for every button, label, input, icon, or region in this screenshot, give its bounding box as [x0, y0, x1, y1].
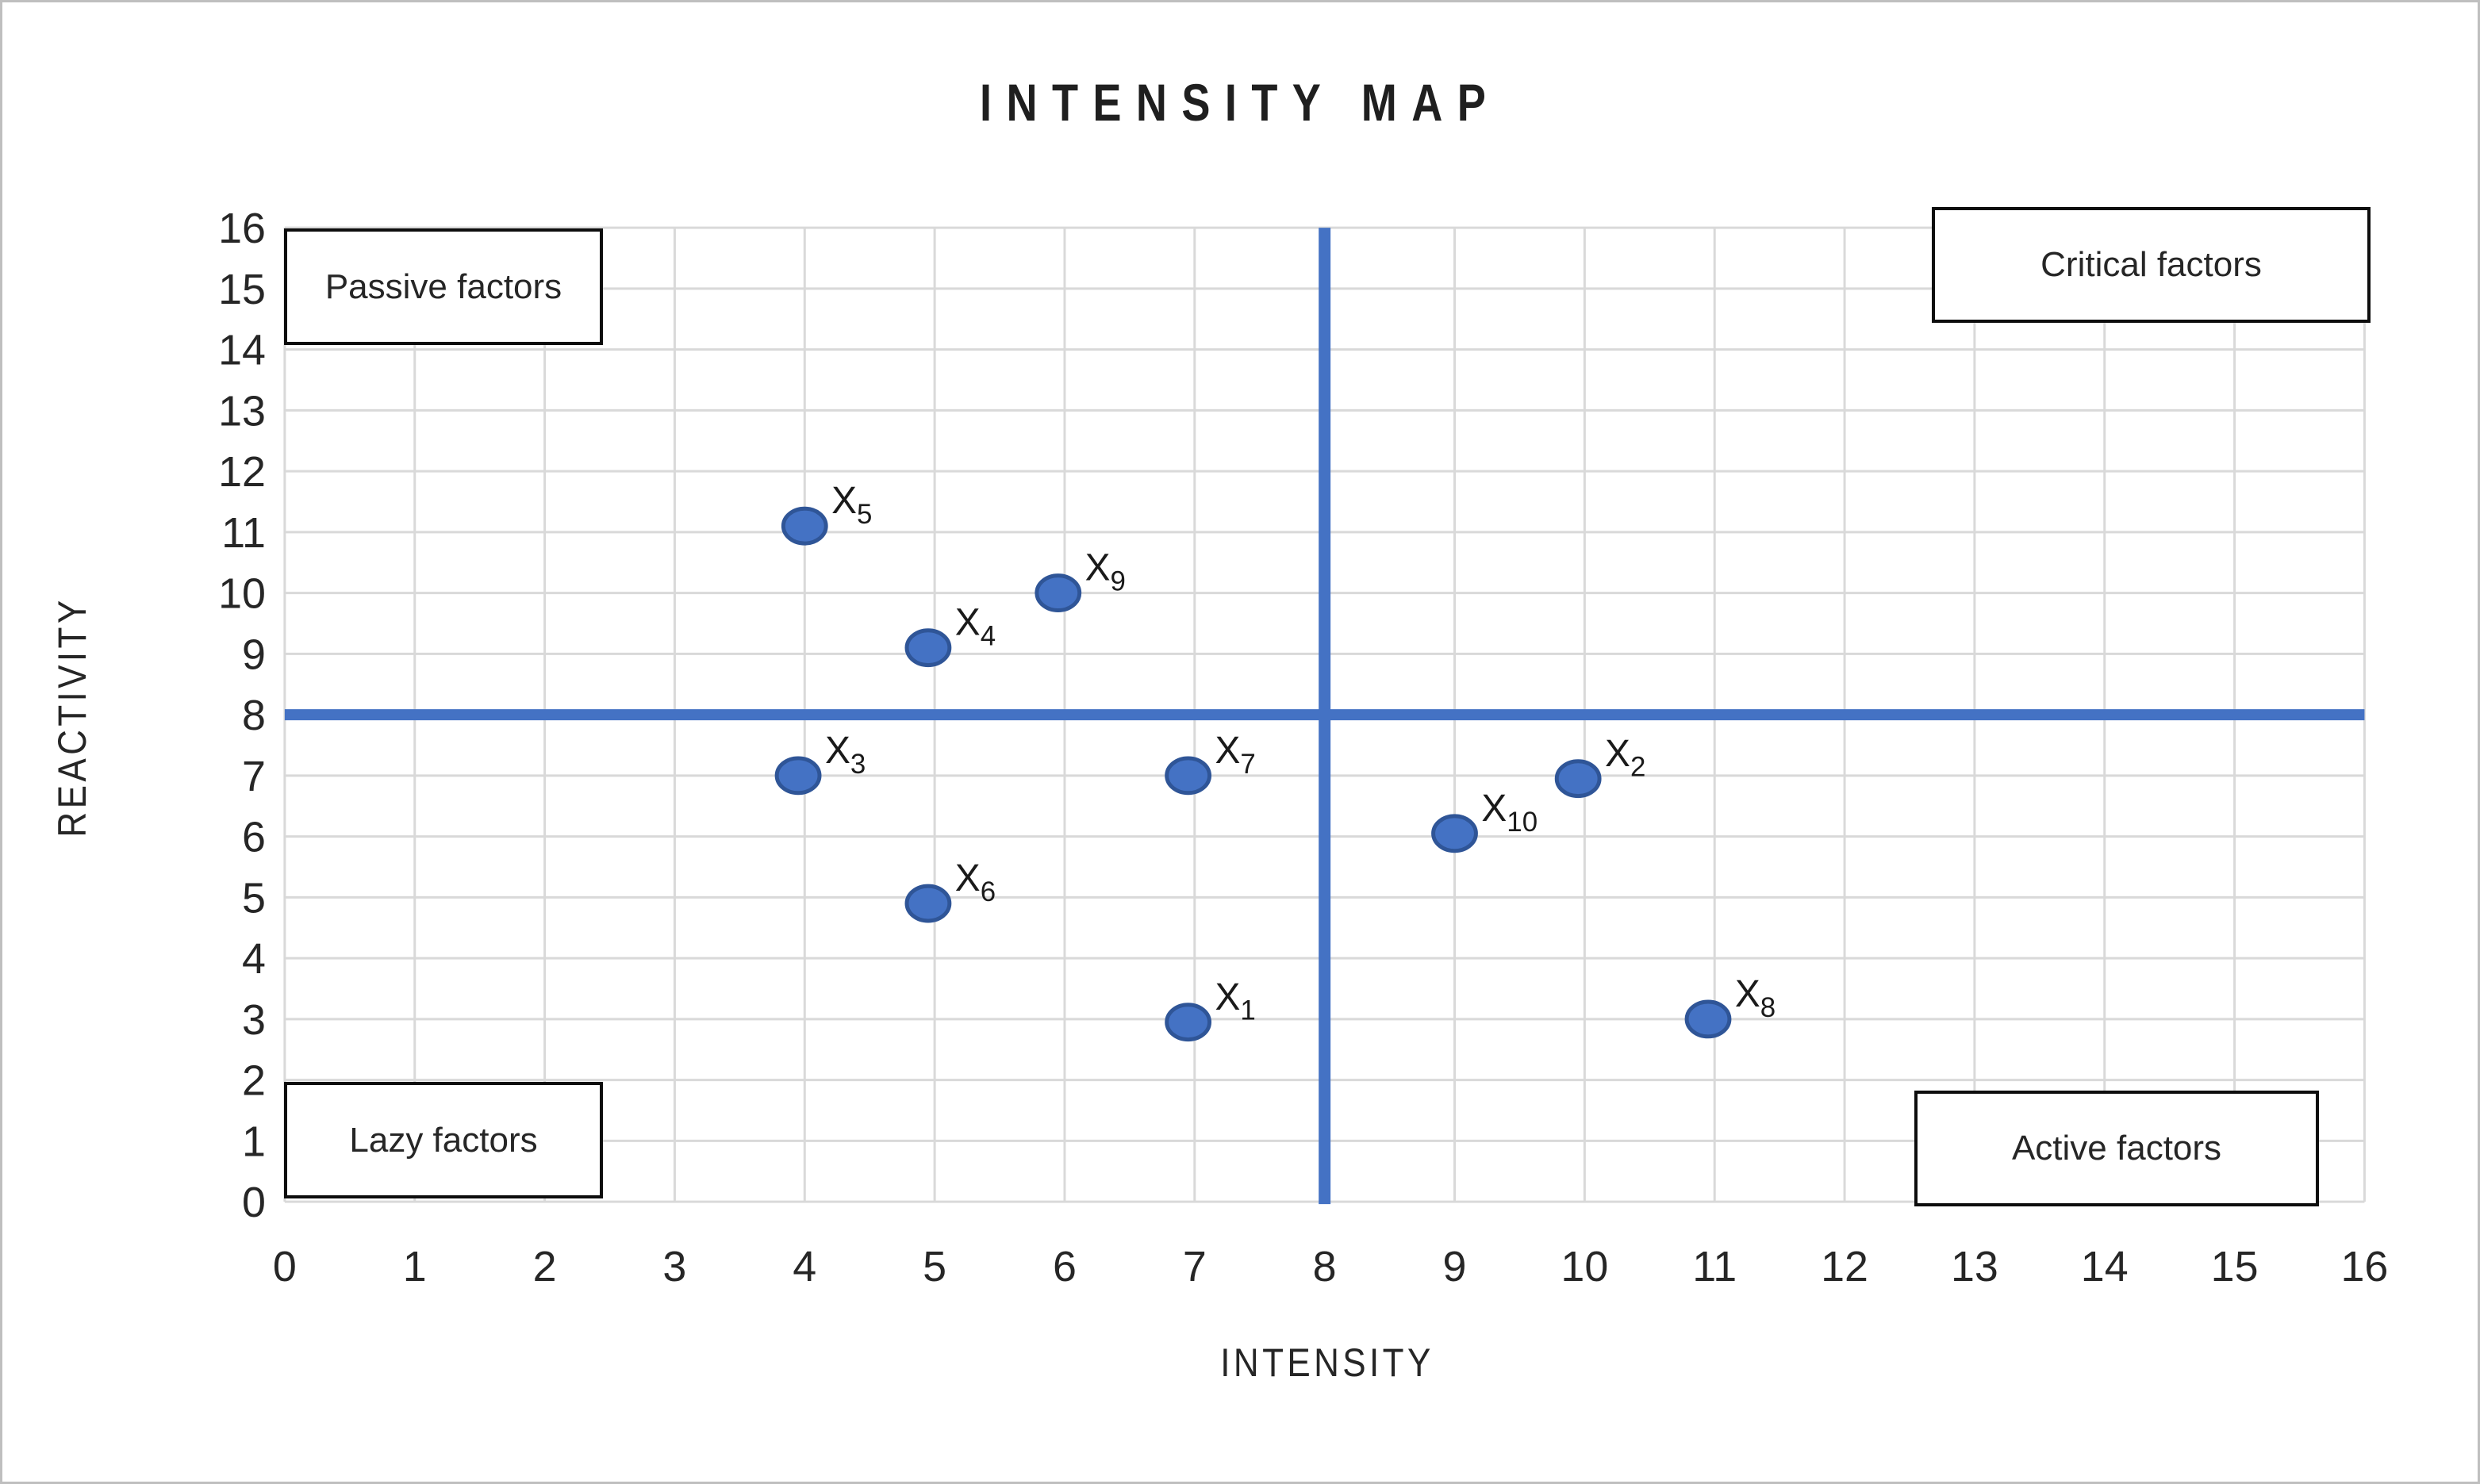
y-tick-label: 7 — [242, 753, 266, 800]
y-tick-label: 1 — [242, 1118, 266, 1165]
y-tick-label: 10 — [218, 570, 266, 618]
x-tick-label: 9 — [1443, 1243, 1467, 1290]
data-point-label-X2: X2 — [1605, 733, 1645, 783]
quadrant-label-passive-factors: Passive factors — [284, 228, 603, 345]
data-point-label-X10: X10 — [1481, 788, 1538, 838]
data-point-X5 — [781, 506, 828, 546]
y-tick-label: 16 — [218, 205, 266, 252]
x-tick-label: 2 — [533, 1243, 557, 1290]
data-point-label-X6: X6 — [955, 857, 996, 907]
data-point-X4 — [904, 628, 952, 668]
y-tick-label: 4 — [242, 935, 266, 983]
x-tick-label: 0 — [273, 1243, 297, 1290]
x-tick-label: 16 — [2341, 1243, 2389, 1290]
quadrant-label-active-factors: Active factors — [1914, 1091, 2319, 1206]
data-point-X3 — [774, 756, 822, 796]
y-tick-label: 12 — [218, 448, 266, 496]
chart-title-text: INTENSITY MAP — [979, 73, 1501, 132]
x-tick-label: 3 — [662, 1243, 686, 1290]
chart-title: INTENSITY MAP — [2, 72, 2478, 132]
y-tick-label: 8 — [242, 692, 266, 739]
data-point-X9 — [1035, 573, 1082, 613]
y-tick-label: 3 — [242, 996, 266, 1044]
y-tick-label: 6 — [242, 814, 266, 861]
data-point-X10 — [1431, 814, 1478, 853]
data-point-label-X9: X9 — [1085, 547, 1126, 597]
quadrant-label-text: Lazy factors — [349, 1120, 538, 1160]
data-point-X2 — [1554, 759, 1602, 799]
y-tick-label: 0 — [242, 1179, 266, 1226]
data-point-label-X7: X7 — [1215, 730, 1256, 780]
x-tick-label: 7 — [1183, 1243, 1207, 1290]
data-point-X1 — [1165, 1003, 1212, 1042]
x-axis-title-text: INTENSITY — [1220, 1340, 1434, 1385]
x-tick-label: 10 — [1561, 1243, 1608, 1290]
x-axis-title: INTENSITY — [1206, 1340, 1449, 1386]
data-point-X8 — [1684, 999, 1732, 1039]
x-tick-label: 14 — [2081, 1243, 2129, 1290]
y-tick-label: 2 — [242, 1057, 266, 1105]
y-tick-label: 13 — [218, 387, 266, 435]
data-point-label-X3: X3 — [825, 730, 866, 780]
data-point-label-X5: X5 — [831, 480, 872, 530]
x-tick-label: 12 — [1821, 1243, 1868, 1290]
quadrant-label-critical-factors: Critical factors — [1932, 207, 2371, 323]
y-tick-label: 15 — [218, 266, 266, 313]
data-point-X6 — [904, 884, 952, 923]
x-tick-label: 15 — [2211, 1243, 2259, 1290]
y-tick-label: 11 — [221, 509, 266, 557]
y-tick-label: 9 — [242, 631, 266, 678]
quadrant-label-text: Active factors — [2011, 1129, 2222, 1168]
data-point-label-X1: X1 — [1215, 976, 1256, 1026]
x-tick-label: 6 — [1053, 1243, 1077, 1290]
y-tick-label: 14 — [218, 327, 266, 374]
y-tick-label: 5 — [242, 874, 266, 922]
data-point-X7 — [1165, 756, 1212, 796]
x-tick-label: 11 — [1692, 1243, 1737, 1290]
quadrant-label-lazy-factors: Lazy factors — [284, 1082, 603, 1198]
x-tick-label: 4 — [793, 1243, 816, 1290]
x-tick-label: 8 — [1313, 1243, 1337, 1290]
data-point-label-X8: X8 — [1735, 973, 1776, 1023]
data-point-label-X4: X4 — [955, 602, 996, 652]
y-axis-title-text: REACTIVITY — [50, 596, 94, 838]
x-tick-label: 13 — [1951, 1243, 1998, 1290]
quadrant-label-text: Critical factors — [2040, 245, 2262, 284]
x-tick-label: 1 — [403, 1243, 427, 1290]
x-tick-label: 5 — [923, 1243, 946, 1290]
y-axis-title: REACTIVITY — [49, 581, 95, 853]
quadrant-label-text: Passive factors — [324, 267, 562, 306]
